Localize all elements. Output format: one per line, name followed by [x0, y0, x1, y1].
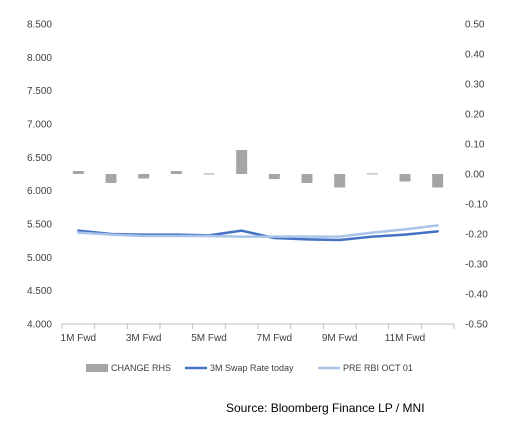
left-tick-label: 6.500: [27, 153, 52, 164]
right-tick-label: 0.30: [465, 80, 485, 91]
right-tick-label: -0.50: [465, 320, 488, 331]
pre-rbi-line: [77, 224, 439, 238]
right-tick-label: -0.10: [465, 200, 488, 211]
right-tick-label: 0.20: [465, 110, 485, 121]
x-tick-label: 5M Fwd: [191, 333, 227, 344]
left-tick-label: 6.000: [27, 186, 52, 197]
x-axis-labels: 1M Fwd 3M Fwd 5M Fwd 7M Fwd 9M Fwd 11M Fwd: [61, 333, 426, 344]
change-bar: [170, 171, 182, 174]
change-bar: [366, 173, 378, 175]
change-bar: [432, 174, 444, 188]
change-bar: [399, 174, 411, 182]
change-bar: [268, 174, 280, 180]
change-bar: [138, 174, 150, 179]
change-bar: [72, 171, 84, 174]
x-tick-label: 3M Fwd: [126, 333, 162, 344]
legend-swatch: [86, 364, 108, 372]
legend: CHANGE RHS 3M Swap Rate today PRE RBI OCT …: [86, 363, 413, 373]
change-bar: [105, 174, 117, 183]
left-tick-label: 8.500: [27, 20, 52, 31]
left-tick-label: 5.000: [27, 253, 52, 264]
right-tick-label: 0.40: [465, 50, 485, 61]
legend-label: PRE RBI OCT 01: [343, 363, 413, 373]
legend-label: 3M Swap Rate today: [210, 363, 294, 373]
change-bar: [334, 174, 346, 188]
left-tick-label: 4.500: [27, 286, 52, 297]
bars-group: [72, 150, 444, 188]
left-tick-label: 7.500: [27, 86, 52, 97]
x-tick-label: 11M Fwd: [385, 333, 425, 344]
right-tick-label: 0.00: [465, 170, 485, 181]
x-tick-label: 1M Fwd: [61, 333, 97, 344]
change-bar: [236, 150, 248, 174]
change-bar: [301, 174, 313, 183]
right-tick-label: -0.20: [465, 230, 488, 241]
left-tick-label: 8.000: [27, 53, 52, 64]
right-tick-label: 0.10: [465, 140, 485, 151]
legend-label: CHANGE RHS: [111, 363, 171, 373]
right-axis-ticks: 0.50 0.40 0.30 0.20 0.10 0.00 -0.10 -0.20 -0.30 -…: [465, 20, 488, 331]
lines-group: [77, 224, 439, 242]
right-tick-label: -0.30: [465, 260, 488, 271]
left-tick-label: 4.000: [27, 320, 52, 331]
left-axis-ticks: 4.000 4.500 5.000 5.500 6.000 6.500 7.000 7.500…: [27, 20, 52, 331]
left-tick-label: 5.500: [27, 220, 52, 231]
change-bar: [203, 173, 215, 175]
x-tick-label: 7M Fwd: [257, 333, 293, 344]
right-tick-label: 0.50: [465, 20, 485, 31]
x-tick-label: 9M Fwd: [322, 333, 358, 344]
x-tick-marks: [61, 324, 455, 329]
left-tick-label: 7.000: [27, 120, 52, 131]
right-tick-label: -0.40: [465, 290, 488, 301]
source-note: Source: Bloomberg Finance LP / MNI: [226, 401, 425, 415]
